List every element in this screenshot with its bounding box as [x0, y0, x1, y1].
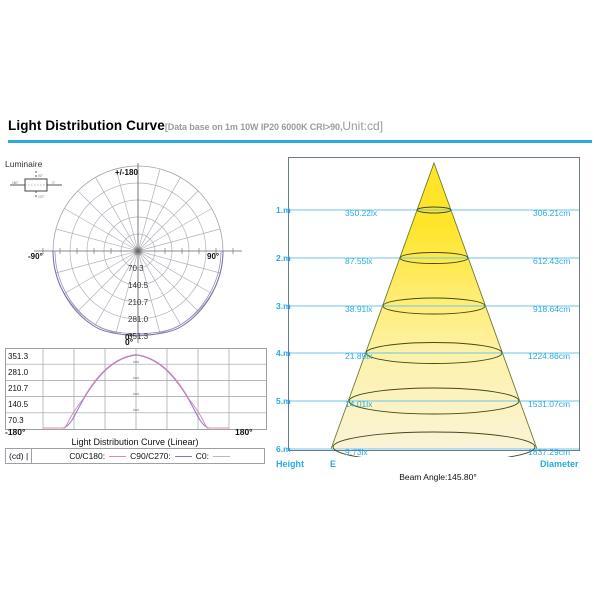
- linear-chart-legend: (cd) | C0/C180: C90/C270: C0:: [5, 448, 265, 464]
- beam-diameter-4: 1224.86cm: [528, 351, 571, 361]
- polar-radial-label-5: 351.3: [128, 332, 149, 341]
- linear-label-minus-180: -180°: [5, 427, 26, 437]
- beam-height-label-6: 6.m: [276, 444, 291, 454]
- linear-label-plus-180: 180°: [235, 427, 253, 437]
- beam-illuminance-3: 38.91lx: [345, 304, 373, 314]
- beam-diameter-5: 1531.07cm: [528, 399, 571, 409]
- linear-y-label-4: 140.5: [8, 400, 29, 409]
- polar-radial-label-4: 281.0: [128, 315, 149, 324]
- linear-top-label: 0°: [125, 337, 134, 347]
- beam-illuminance-1: 350.22lx: [345, 208, 378, 218]
- linear-y-label-2: 281.0: [8, 368, 29, 377]
- beam-footer-height: Height: [276, 459, 304, 469]
- beam-illuminance-4: 21.89lx: [345, 351, 373, 361]
- legend-swatch-c0-c180: [109, 455, 127, 457]
- polar-label-minus-90: -90°: [28, 252, 43, 261]
- beam-diameter-2: 612.43cm: [533, 256, 571, 266]
- beam-height-label-2: 2.m: [276, 253, 291, 263]
- legend-item-c90-c270-label: C90/C270:: [130, 451, 171, 461]
- polar-label-180: +/-180: [115, 168, 138, 177]
- linear-chart-caption: Light Distribution Curve (Linear): [71, 437, 199, 447]
- polar-label-plus-90: 90°: [207, 252, 220, 261]
- linear-distribution-chart: [5, 348, 267, 435]
- beam-illuminance-2: 87.55lx: [345, 256, 373, 266]
- linear-y-label-5: 70.3: [8, 416, 24, 425]
- svg-text:180°: 180°: [12, 181, 19, 185]
- page-title-unit: Unit:cd]: [342, 119, 384, 133]
- beam-height-label-4: 4.m: [276, 348, 291, 358]
- beam-height-label-3: 3.m: [276, 301, 291, 311]
- page-header: Light Distribution Curve [Data base on 1…: [8, 118, 592, 133]
- header-divider: [8, 140, 592, 143]
- polar-radial-label-3: 210.7: [128, 298, 149, 307]
- beam-cone-chart: [288, 157, 580, 463]
- page-title-subtitle: [Data base on 1m 10W IP20 6000K CRI>90,: [164, 122, 343, 132]
- page-title: Light Distribution Curve [Data base on 1…: [8, 118, 592, 133]
- legend-swatch-c0: [213, 455, 230, 457]
- linear-y-label-3: 210.7: [8, 384, 29, 393]
- svg-text:90°: 90°: [38, 174, 44, 178]
- page-title-main: Light Distribution Curve: [8, 118, 165, 133]
- beam-height-label-1: 1.m: [276, 205, 291, 215]
- polar-label-zero: 0°: [125, 333, 133, 342]
- svg-text:0°: 0°: [52, 181, 56, 185]
- beam-illuminance-6: 9.73lx: [345, 447, 368, 457]
- beam-footer-diameter: Diameter: [540, 459, 579, 469]
- beam-illuminance-5: 14.01lx: [345, 399, 373, 409]
- legend-swatch-c90-c270: [174, 455, 192, 457]
- luminaire-fixture-icon: 90° 180° 0° 270°: [8, 170, 64, 205]
- polar-radial-label-1: 70.3: [128, 264, 144, 273]
- legend-item-c0-label: C0:: [195, 451, 209, 461]
- beam-diameter-1: 306.21cm: [533, 208, 571, 218]
- polar-radial-label-2: 140.5: [128, 281, 149, 290]
- luminaire-label: Luminaire: [5, 159, 43, 169]
- beam-diameter-3: 918.64cm: [533, 304, 571, 314]
- legend-item-c0-c180-label: C0/C180:: [69, 451, 106, 461]
- linear-y-label-1: 351.3: [8, 352, 29, 361]
- polar-distribution-chart: [28, 159, 248, 348]
- beam-height-label-5: 5.m: [276, 396, 291, 406]
- beam-angle-annotation: Beam Angle:145.80°: [399, 472, 477, 482]
- beam-diameter-6: 1837.29cm: [528, 447, 571, 457]
- beam-footer-e: E: [330, 459, 337, 469]
- legend-unit-label: (cd) |: [6, 449, 33, 463]
- svg-text:270°: 270°: [38, 195, 45, 199]
